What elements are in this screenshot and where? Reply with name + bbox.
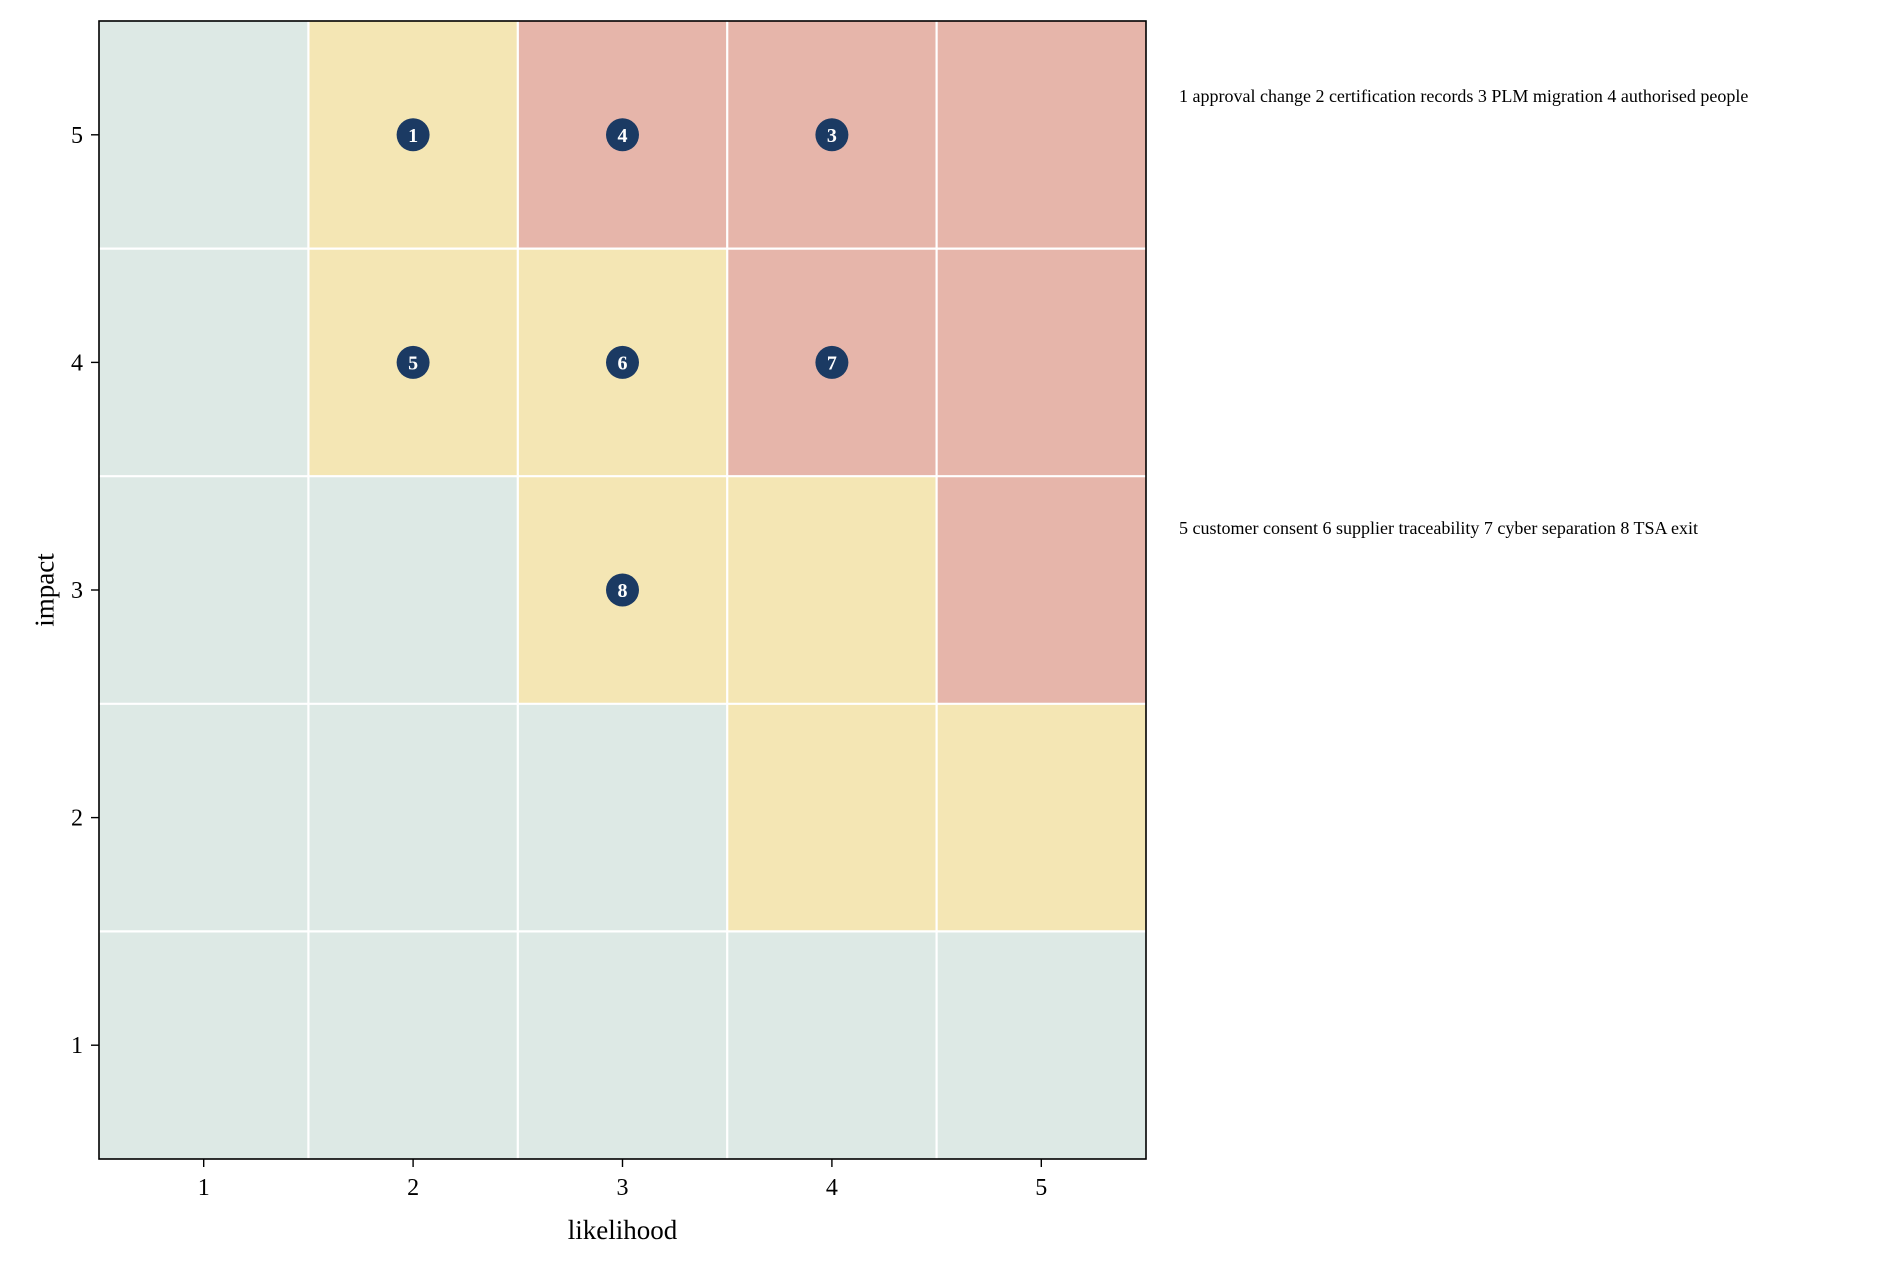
cell-l1-i4 (99, 248, 309, 477)
risk-marker-dot (606, 118, 639, 152)
cell-l5-i4 (936, 248, 1146, 477)
risk-marker-4: 4 (606, 118, 639, 152)
x-tick-label: 4 (826, 1175, 838, 1201)
risk-marker-dot (815, 345, 849, 379)
risk-marker-dot (396, 118, 430, 152)
risk-marker-dot (815, 118, 849, 152)
x-tick-label: 3 (617, 1175, 629, 1201)
matrix-cells (99, 21, 1146, 1159)
grid-lines (99, 21, 1146, 1159)
cell-l1-i5 (99, 21, 309, 249)
y-tick-label: 4 (71, 350, 83, 376)
risk-marker-5: 5 (396, 345, 430, 379)
cell-l3-i1 (517, 931, 728, 1159)
cell-l5-i3 (936, 476, 1146, 704)
risk-marker-label: 4 (618, 125, 628, 147)
cell-l5-i1 (936, 931, 1146, 1159)
cell-l4-i3 (727, 476, 937, 704)
risk-marker-1: 1 (396, 118, 430, 152)
risk-marker-label: 5 (408, 352, 418, 374)
legend-line-1: 1 approval change 2 certification record… (1179, 86, 1749, 106)
risk-marker-label: 8 (618, 580, 628, 602)
cell-l2-i2 (308, 703, 518, 932)
y-axis-label: impact (29, 553, 59, 627)
x-axis-ticks: 1 2 3 4 5 (198, 1159, 1047, 1201)
legend-line-2: 5 customer consent 6 supplier traceabili… (1179, 518, 1699, 538)
risk-markers: 1 4 3 5 6 7 8 (396, 118, 849, 607)
y-axis-ticks: 1 2 3 4 5 (71, 123, 99, 1059)
cell-l5-i2 (936, 703, 1146, 932)
x-tick-label: 2 (407, 1175, 419, 1201)
cell-l1-i3 (99, 476, 309, 704)
x-tick-label: 5 (1035, 1175, 1047, 1201)
risk-marker-label: 6 (618, 352, 628, 374)
x-axis-label: likelihood (568, 1215, 678, 1245)
risk-marker-dot (606, 573, 639, 607)
risk-marker-7: 7 (815, 345, 849, 379)
risk-marker-3: 3 (815, 118, 849, 152)
y-tick-label: 1 (71, 1033, 83, 1059)
cell-l4-i1 (727, 931, 937, 1159)
risk-marker-6: 6 (606, 345, 639, 379)
cell-l3-i2 (517, 703, 728, 932)
cell-l1-i2 (99, 703, 309, 932)
cell-l2-i1 (308, 931, 518, 1159)
y-tick-label: 3 (71, 578, 83, 604)
risk-marker-label: 1 (408, 125, 418, 147)
y-tick-label: 5 (71, 123, 83, 149)
risk-marker-dot (396, 345, 430, 379)
y-tick-label: 2 (71, 806, 83, 832)
cell-l2-i3 (308, 476, 518, 704)
cell-l4-i2 (727, 703, 937, 932)
x-tick-label: 1 (198, 1175, 210, 1201)
cell-l1-i1 (99, 931, 309, 1159)
risk-marker-label: 3 (827, 125, 837, 147)
risk-marker-dot (606, 345, 639, 379)
risk-marker-8: 8 (606, 573, 639, 607)
cell-l5-i5 (936, 21, 1146, 249)
risk-marker-label: 7 (827, 352, 837, 374)
